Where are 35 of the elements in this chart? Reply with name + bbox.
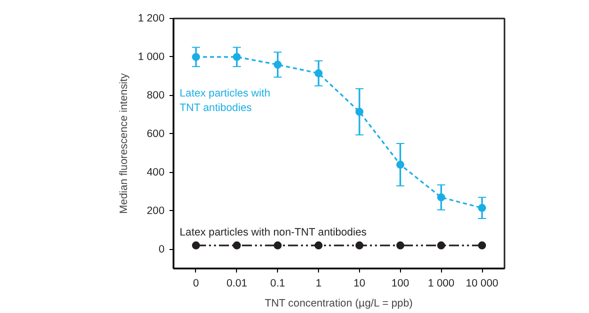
series-label: Latex particles with non-TNT antibodies	[180, 226, 367, 239]
point	[437, 193, 446, 202]
x-tick-label: 1 000	[428, 278, 455, 290]
y-tick-label: 600	[146, 128, 165, 140]
point	[274, 241, 282, 250]
point	[274, 60, 282, 69]
y-tick-label: 400	[146, 166, 165, 178]
x-tick-label: 10 000	[466, 278, 498, 290]
y-tick-label: 800	[146, 89, 165, 102]
point	[396, 241, 404, 250]
point	[232, 241, 241, 250]
y-tick-label: 1 000	[138, 50, 165, 63]
point	[314, 69, 323, 78]
point	[478, 204, 486, 212]
point	[478, 241, 486, 250]
x-tick-label: 1	[316, 278, 322, 290]
x-tick-label: 0.1	[270, 278, 286, 290]
point	[232, 52, 241, 61]
y-tick-label: 0	[158, 243, 165, 256]
point	[314, 241, 323, 250]
x-tick-label: 0	[193, 278, 200, 290]
point	[192, 52, 200, 61]
x-axis-title: TNT concentration (µg/L = ppb)	[264, 298, 413, 310]
point	[355, 108, 364, 116]
x-tick-label: 10	[354, 278, 366, 290]
point	[437, 241, 446, 250]
point	[355, 241, 364, 250]
point	[396, 160, 404, 169]
y-tick-label: 1 200	[138, 12, 165, 24]
point	[192, 241, 200, 250]
x-tick-label: 0.01	[226, 278, 248, 290]
y-tick-label: 200	[146, 204, 165, 217]
x-tick-label: 100	[391, 278, 410, 290]
series-label: Latex particles with TNT antibodies	[180, 88, 270, 114]
y-axis-title: Median fluorescence intensity	[118, 72, 130, 214]
